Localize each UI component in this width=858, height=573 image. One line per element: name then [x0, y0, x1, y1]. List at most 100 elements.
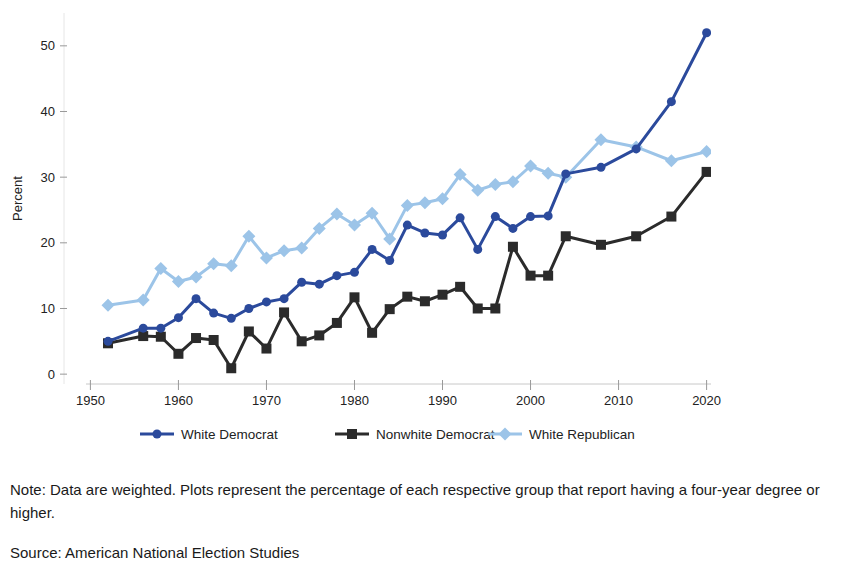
- series-marker: [297, 278, 306, 287]
- series-marker: [561, 169, 570, 178]
- x-tick: [266, 380, 267, 390]
- x-tick-label: 1970: [252, 393, 281, 408]
- y-axis-label: Percent: [10, 176, 25, 221]
- series-marker: [366, 207, 379, 220]
- y-tick-label: 40: [41, 104, 55, 119]
- y-tick: [60, 242, 67, 243]
- series-marker: [154, 262, 167, 275]
- series-marker: [348, 219, 361, 232]
- series-marker: [156, 324, 165, 333]
- series-marker: [173, 349, 183, 359]
- series-marker: [278, 244, 291, 257]
- series-marker: [332, 271, 341, 280]
- series-marker: [225, 259, 238, 272]
- x-tick: [354, 380, 355, 390]
- legend-label: White Republican: [529, 427, 635, 442]
- legend-marker: [153, 430, 162, 439]
- series-marker: [506, 175, 519, 188]
- y-axis-line: [64, 13, 65, 384]
- series-marker: [190, 270, 203, 283]
- series-marker: [104, 337, 113, 346]
- series-marker: [490, 303, 500, 313]
- y-tick-label: 20: [41, 235, 55, 250]
- series-marker: [667, 97, 676, 106]
- x-tick-label: 2020: [692, 393, 721, 408]
- series-marker: [596, 240, 606, 250]
- series-marker: [350, 268, 359, 277]
- series-line: [108, 172, 707, 368]
- series-marker: [279, 307, 289, 317]
- series-marker: [174, 313, 183, 322]
- series-marker: [702, 167, 711, 177]
- series-marker: [226, 363, 236, 373]
- series-marker: [368, 245, 377, 254]
- legend-label: Nonwhite Democrat: [376, 427, 495, 442]
- x-tick: [706, 380, 707, 390]
- plot-area: [102, 28, 711, 373]
- series-marker: [631, 231, 641, 241]
- series-marker: [473, 245, 482, 254]
- series-marker: [665, 154, 678, 167]
- series-marker: [473, 303, 483, 313]
- series-marker: [456, 213, 465, 222]
- x-tick-label: 2000: [516, 393, 545, 408]
- series-marker: [313, 222, 326, 235]
- series-marker: [420, 296, 430, 306]
- x-tick: [90, 380, 91, 390]
- series-marker: [227, 314, 236, 323]
- series-marker: [191, 333, 201, 343]
- series-marker: [632, 144, 641, 153]
- series-marker: [454, 168, 467, 181]
- x-tick: [530, 380, 531, 390]
- x-axis-line: [86, 384, 711, 385]
- series-marker: [401, 199, 414, 212]
- series-marker: [524, 159, 537, 172]
- y-tick: [60, 374, 67, 375]
- series-marker: [438, 230, 447, 239]
- series-marker: [244, 326, 254, 336]
- x-tick-label: 1990: [428, 393, 457, 408]
- series-marker: [262, 297, 271, 306]
- series-marker: [526, 212, 535, 221]
- series-marker: [543, 271, 553, 281]
- series-marker: [418, 196, 431, 209]
- series-marker: [315, 280, 324, 289]
- series-marker: [385, 256, 394, 265]
- series-marker: [156, 332, 166, 342]
- legend-label: White Democrat: [181, 427, 278, 442]
- series-marker: [702, 28, 711, 37]
- x-tick-label: 1960: [164, 393, 193, 408]
- series-marker: [209, 309, 218, 318]
- x-tick: [178, 380, 179, 390]
- x-tick-label: 1980: [340, 393, 369, 408]
- legend-marker: [347, 429, 357, 439]
- x-tick-label: 2010: [604, 393, 633, 408]
- series-marker: [102, 299, 115, 312]
- series-marker: [526, 271, 536, 281]
- series-marker: [209, 335, 219, 345]
- series-marker: [332, 318, 342, 328]
- y-tick-label: 50: [41, 38, 55, 53]
- series-marker: [383, 232, 396, 245]
- series-marker: [330, 207, 343, 220]
- series-marker: [137, 293, 150, 306]
- y-tick: [60, 111, 67, 112]
- series-marker: [420, 228, 429, 237]
- legend-marker: [499, 428, 512, 441]
- y-tick: [60, 177, 67, 178]
- series-marker: [508, 224, 517, 233]
- series-marker: [436, 192, 449, 205]
- series-marker: [297, 336, 307, 346]
- series-marker: [438, 290, 448, 300]
- series-marker: [596, 163, 605, 172]
- y-tick: [60, 308, 67, 309]
- x-tick: [442, 380, 443, 390]
- series-marker: [700, 145, 711, 158]
- series-marker: [455, 282, 465, 292]
- series-marker: [139, 324, 148, 333]
- series-marker: [491, 212, 500, 221]
- series-marker: [244, 304, 253, 313]
- y-tick-label: 0: [48, 367, 55, 382]
- x-tick-label: 1950: [76, 393, 105, 408]
- series-marker: [403, 221, 412, 230]
